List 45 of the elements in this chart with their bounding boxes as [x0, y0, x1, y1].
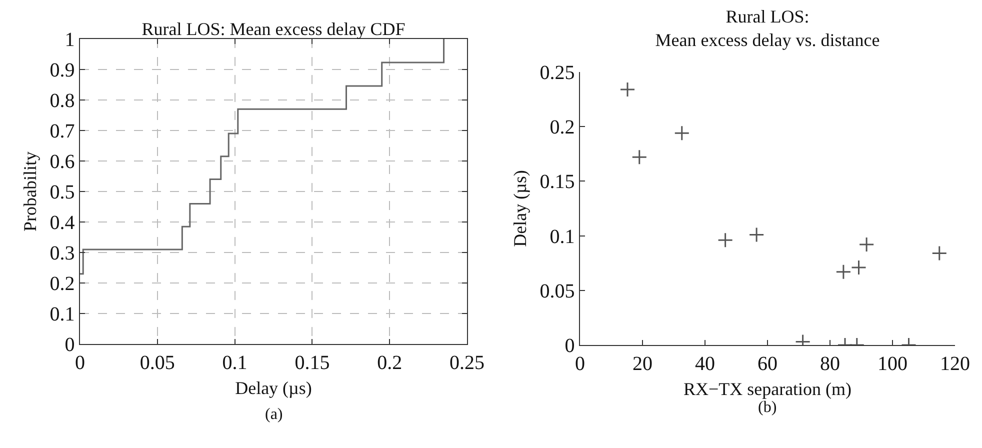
x-tick-label: 80: [820, 353, 840, 376]
x-axis-title: Delay (µs): [235, 378, 312, 398]
x-tick-label: 0.25: [450, 352, 484, 374]
y-tick-label: 0.2: [50, 273, 75, 295]
y-tick-label: 0.05: [540, 280, 575, 302]
x-axis-title: RX−TX separation (m): [683, 379, 852, 400]
point: [858, 236, 874, 252]
y-tick-label: 0.15: [540, 171, 575, 194]
y-tick-label: 0: [64, 334, 75, 356]
point: [748, 226, 764, 242]
point: [620, 82, 636, 98]
text: (a): [265, 406, 283, 423]
point: [851, 260, 866, 276]
y-tick-label: 0.2: [550, 116, 575, 139]
point: [932, 246, 948, 262]
y-tick-label: 0.8: [50, 90, 75, 112]
point: [632, 149, 648, 165]
y-tick-label: 0.7: [50, 120, 75, 142]
y-tick-label: 0.5: [50, 182, 75, 204]
x-tick-label: 60: [758, 353, 778, 376]
y-tick-label: 0.1: [550, 226, 575, 248]
y-tick-label: 0.6: [50, 151, 75, 173]
y-tick-label: 0.3: [50, 242, 75, 264]
point: [836, 264, 852, 280]
y-tick-label: 0.1: [50, 304, 75, 326]
x-tick-label: 0.2: [377, 352, 402, 374]
text: (b): [758, 399, 777, 416]
x-tick-label: 120: [940, 353, 970, 376]
point: [718, 232, 734, 248]
y-tick-label: 1: [64, 29, 75, 51]
x-tick-label: 0.05: [140, 352, 175, 374]
y-tick-label: 0.9: [50, 60, 75, 82]
y-tick-label: 0: [564, 335, 575, 357]
y-tick-label: 0.25: [540, 62, 575, 84]
chart-title: Rural LOS: Mean excess delay CDF: [142, 19, 406, 39]
x-tick-label: 40: [695, 353, 715, 376]
x-tick-label: 100: [878, 353, 908, 376]
y-axis-title: Probability: [20, 152, 40, 232]
y-axis-title: Delay (µs): [510, 170, 530, 247]
x-tick-label: 20: [632, 353, 652, 376]
y-tick-label: 0.4: [50, 212, 75, 234]
point: [674, 125, 690, 141]
x-tick-label: 0.1: [222, 352, 248, 374]
x-tick-label: 0.15: [294, 352, 330, 374]
chart-title: Rural LOS: Mean excess delay vs. distance: [655, 6, 880, 50]
